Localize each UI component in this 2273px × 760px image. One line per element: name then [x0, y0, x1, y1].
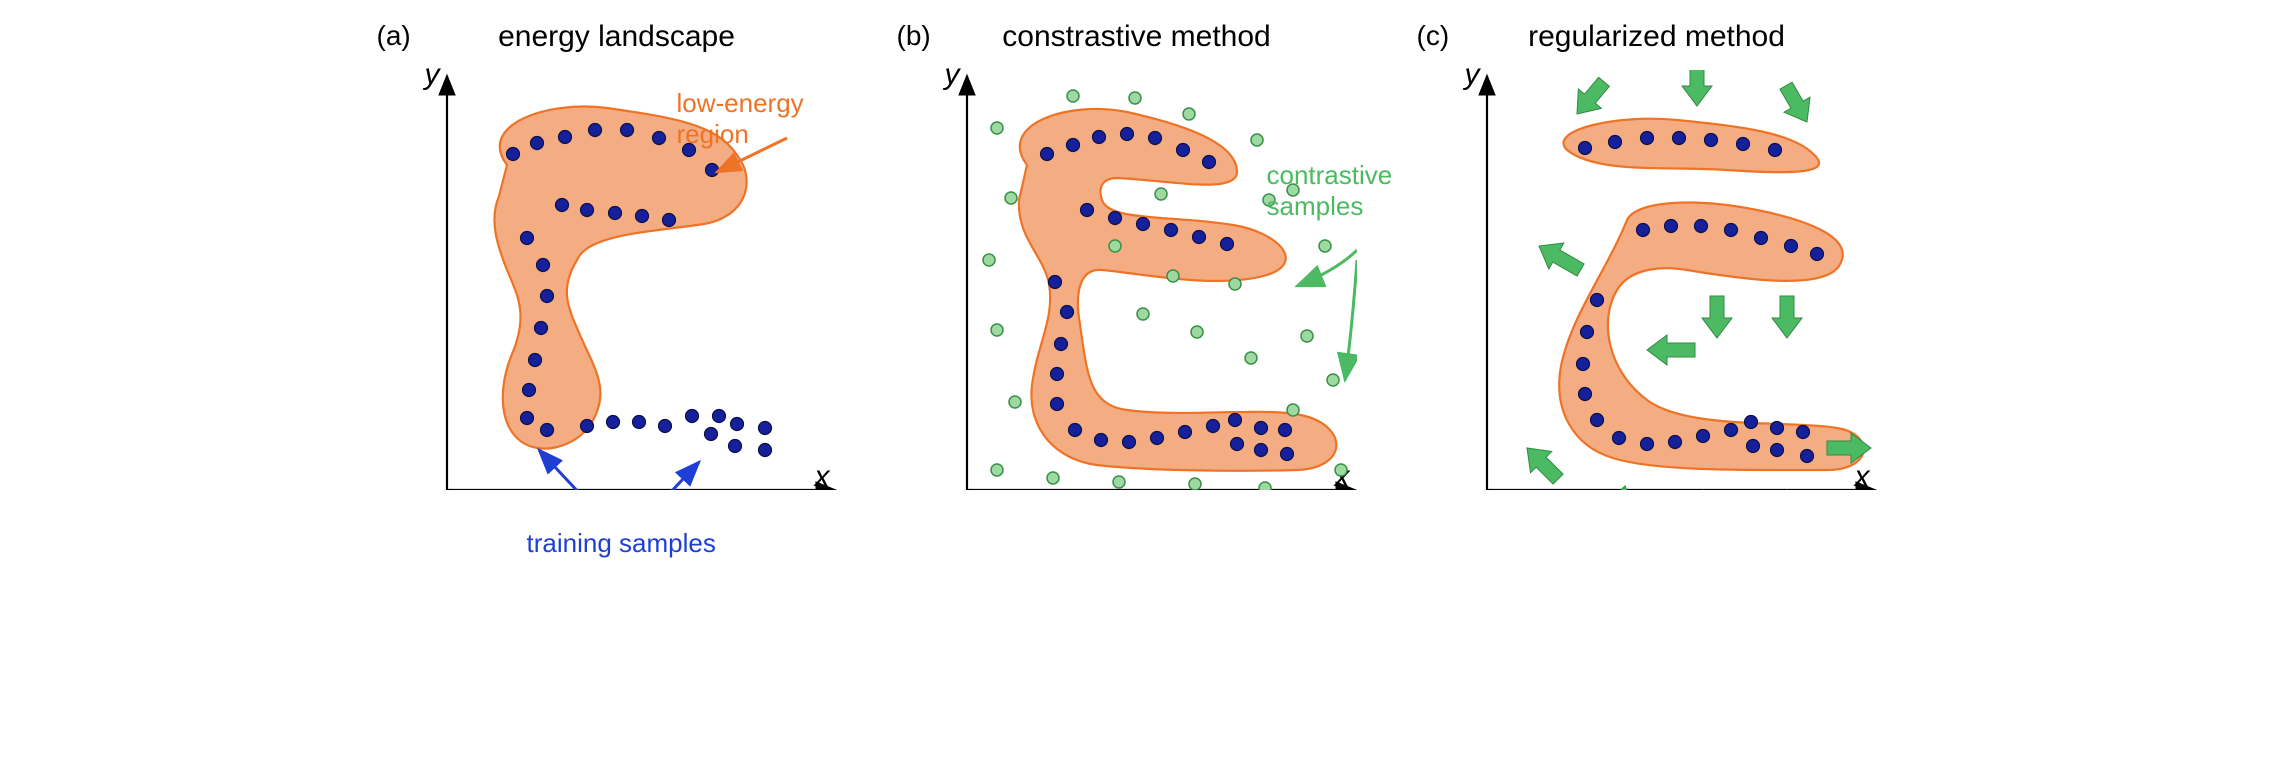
- low-energy-caption: low-energy region: [677, 88, 857, 150]
- panel-b-title: constrastive method: [1002, 20, 1270, 54]
- training-arrow-2: [637, 462, 699, 490]
- figure-container: (a) energy landscape y x: [20, 20, 2253, 540]
- contrastive-arrow-2: [1345, 260, 1357, 380]
- panel-c-svg: [1457, 70, 1877, 490]
- panel-b-svg: [937, 70, 1357, 490]
- low-energy-blob-c2: [1559, 203, 1863, 471]
- low-energy-blob-c1: [1563, 119, 1819, 172]
- panel-a: (a) energy landscape y x: [377, 20, 857, 540]
- contrastive-arrow-1: [1297, 250, 1357, 286]
- panel-c-plot: [1457, 70, 1877, 490]
- panel-a-label: (a): [377, 20, 411, 52]
- contrastive-caption-l1: contrastive samples: [1267, 160, 1393, 221]
- training-arrow-1: [539, 450, 612, 490]
- panel-c-label: (c): [1417, 20, 1450, 52]
- panel-a-title: energy landscape: [498, 20, 735, 54]
- panel-c: (c) regularized method y x: [1417, 20, 1897, 540]
- panel-c-title: regularized method: [1528, 20, 1785, 54]
- panel-b: (b) constrastive method y x: [897, 20, 1377, 540]
- panel-b-plot: [937, 70, 1357, 490]
- contrastive-caption: contrastive samples: [1267, 160, 1393, 222]
- low-energy-blob-a: [494, 107, 746, 449]
- training-samples-caption: training samples: [527, 528, 716, 559]
- panel-b-label: (b): [897, 20, 931, 52]
